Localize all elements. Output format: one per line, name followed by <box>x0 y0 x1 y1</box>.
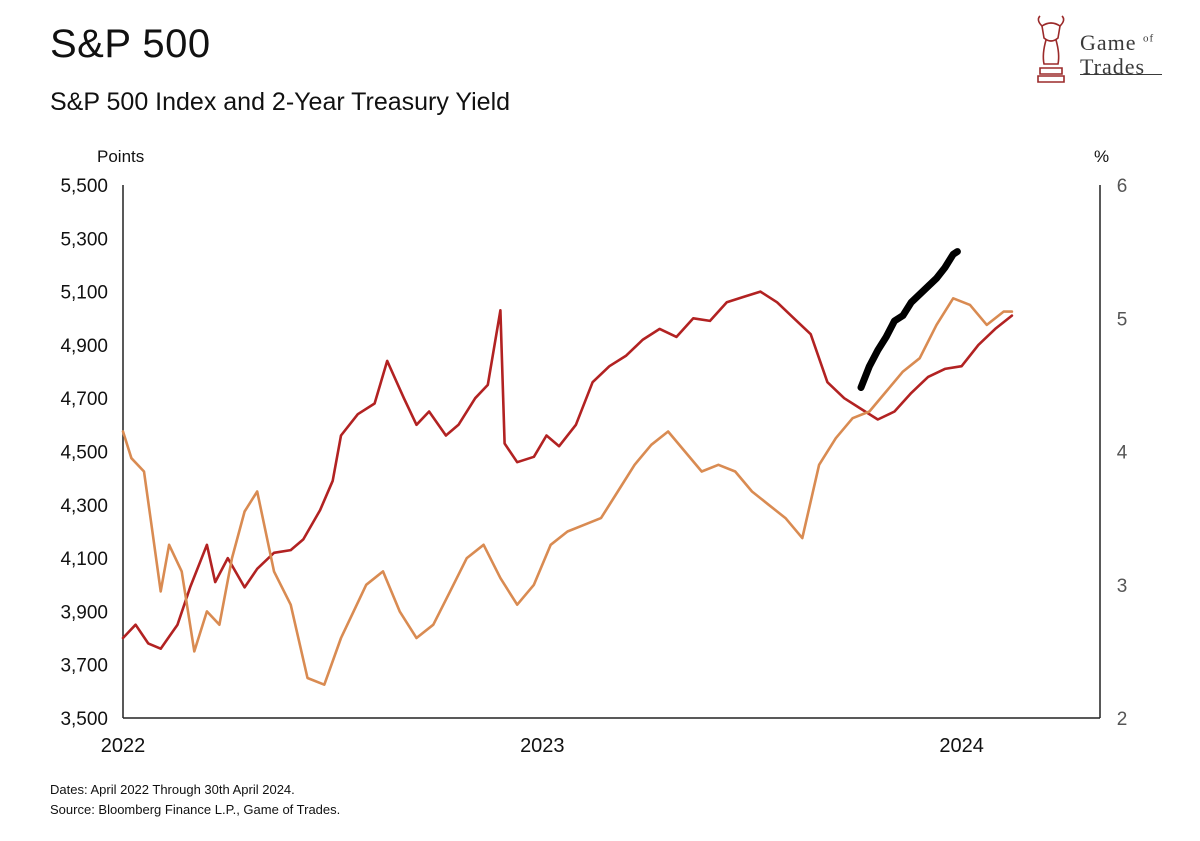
right-tick-label: 6 <box>1117 176 1128 197</box>
sp500-highlight-line <box>857 248 961 391</box>
left-tick-label: 4,100 <box>60 549 108 570</box>
chart-subtitle: S&P 500 Index and 2-Year Treasury Yield <box>50 88 511 116</box>
right-tick-label: 4 <box>1117 443 1128 464</box>
footnote-source: Source: Bloomberg Finance L.P., Game of … <box>50 802 341 817</box>
treasury-yield-line <box>121 296 1014 687</box>
right-axis-ticks: 6 5 4 3 2 <box>1117 176 1128 730</box>
right-tick-label: 2 <box>1117 709 1128 730</box>
left-tick-label: 4,700 <box>60 389 108 410</box>
logo-rule <box>1080 74 1162 75</box>
left-tick-label: 4,900 <box>60 336 108 357</box>
left-tick-label: 4,500 <box>60 443 108 464</box>
x-axis-ticks: 2022 2023 2024 <box>101 735 984 757</box>
left-tick-label: 3,500 <box>60 709 108 730</box>
chart-title: S&P 500 <box>50 22 211 66</box>
series-layer <box>121 248 1014 687</box>
left-axis-unit: Points <box>97 147 144 166</box>
left-axis-ticks: 5,500 5,300 5,100 4,900 4,700 4,500 4,300 4,100… <box>60 176 108 730</box>
x-tick-label: 2023 <box>520 735 565 757</box>
x-tick-label: 2024 <box>939 735 984 757</box>
left-tick-label: 5,300 <box>60 229 108 250</box>
right-axis-unit: % <box>1094 147 1109 166</box>
right-tick-label: 5 <box>1117 309 1128 330</box>
left-tick-label: 4,300 <box>60 496 108 517</box>
bull-knight-chess-icon <box>1037 15 1065 83</box>
left-tick-label: 5,500 <box>60 176 108 197</box>
footnote-dates: Dates: April 2022 Through 30th April 202… <box>50 782 295 797</box>
left-tick-label: 5,100 <box>60 283 108 304</box>
x-tick-label: 2022 <box>101 735 146 757</box>
logo-text-top: Game of <box>1080 30 1154 56</box>
logo-line1: Game <box>1080 30 1137 55</box>
sp500-line <box>121 290 1014 651</box>
left-tick-label: 3,900 <box>60 602 108 623</box>
logo-line1-small: of <box>1143 32 1155 45</box>
left-tick-label: 3,700 <box>60 656 108 677</box>
right-tick-label: 3 <box>1117 576 1128 597</box>
